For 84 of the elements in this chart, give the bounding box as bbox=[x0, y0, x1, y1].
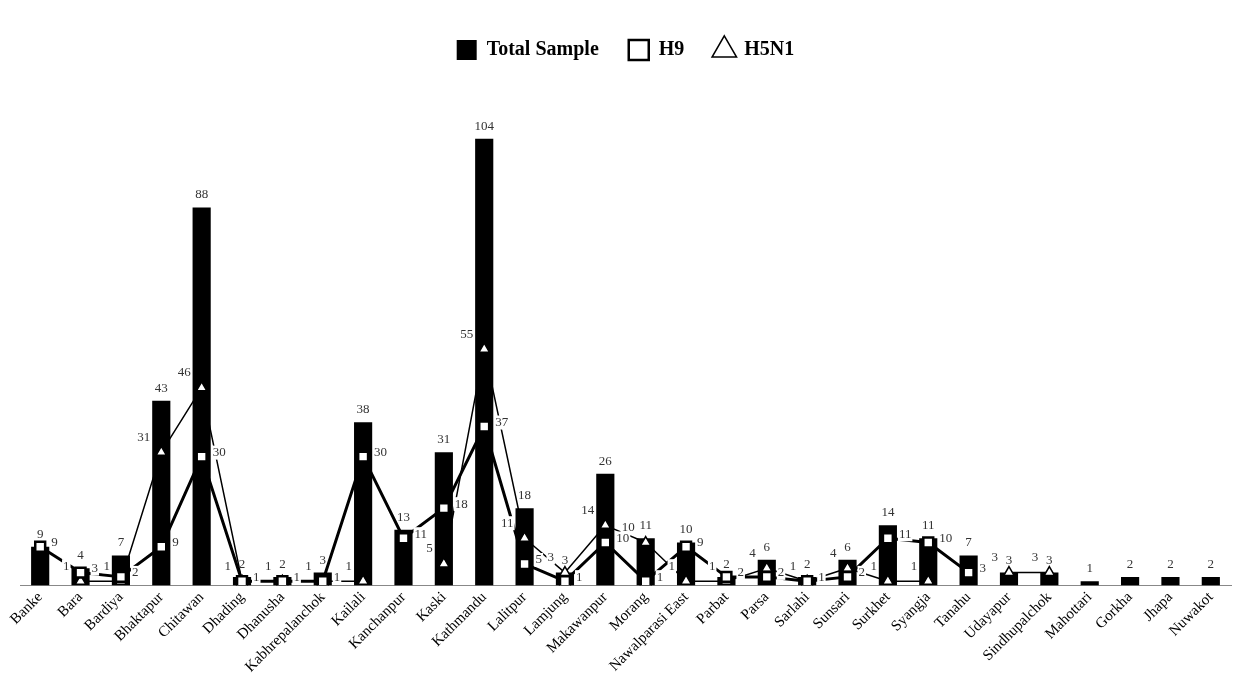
data-label: 1 bbox=[63, 557, 70, 573]
data-label: 1 bbox=[818, 568, 825, 584]
bar bbox=[1080, 581, 1099, 586]
data-label: 2 bbox=[777, 564, 785, 580]
data-label: 3 bbox=[991, 549, 998, 565]
data-label: 2 bbox=[1167, 555, 1174, 571]
data-label: 1 bbox=[789, 557, 797, 573]
data-label: 13 bbox=[396, 508, 410, 524]
data-label: 10 bbox=[621, 518, 635, 534]
data-label: 2 bbox=[737, 564, 744, 580]
data-label: 3 bbox=[547, 549, 554, 565]
data-label: 30 bbox=[212, 444, 226, 460]
data-label: 1 bbox=[870, 557, 877, 573]
data-label: 1 bbox=[253, 568, 260, 584]
bar bbox=[1161, 576, 1180, 586]
data-label: 9 bbox=[51, 534, 58, 550]
data-label: 18 bbox=[518, 487, 532, 503]
data-label: 104 bbox=[474, 117, 495, 133]
data-label: 1 bbox=[910, 557, 918, 573]
data-label: 14 bbox=[881, 504, 895, 520]
data-label: 4 bbox=[830, 544, 838, 560]
data-label: 3 bbox=[1005, 551, 1013, 567]
data-label: 1 bbox=[575, 568, 583, 584]
data-label: 11 bbox=[898, 525, 912, 541]
data-label: 5 bbox=[535, 551, 543, 567]
data-label: 2 bbox=[238, 555, 246, 571]
data-label: 7 bbox=[965, 534, 973, 550]
data-label: 1 bbox=[656, 568, 664, 584]
data-label: 1 bbox=[224, 557, 232, 573]
data-label: 10 bbox=[939, 529, 953, 545]
data-label: 3 bbox=[561, 551, 569, 567]
legend-label: Total Sample bbox=[486, 37, 599, 61]
data-label: 3 bbox=[319, 551, 326, 567]
data-label: 7 bbox=[117, 534, 125, 550]
data-label: 37 bbox=[495, 413, 509, 429]
data-label: 11 bbox=[501, 514, 514, 530]
data-label: 1 bbox=[668, 557, 676, 573]
data-label: 88 bbox=[195, 186, 209, 202]
data-label: 10 bbox=[679, 521, 693, 537]
legend-label: H9 bbox=[658, 37, 685, 60]
data-label: 3 bbox=[91, 560, 99, 576]
data-label: 2 bbox=[1207, 555, 1215, 571]
bar bbox=[1201, 576, 1220, 586]
data-label: 2 bbox=[723, 555, 730, 571]
data-label: 14 bbox=[581, 501, 595, 517]
data-label: 43 bbox=[154, 379, 168, 395]
data-label: 2 bbox=[803, 555, 811, 571]
data-label: 2 bbox=[1126, 555, 1134, 571]
data-label: 38 bbox=[356, 401, 370, 417]
data-label: 2 bbox=[131, 564, 139, 580]
data-label: 6 bbox=[763, 538, 771, 554]
data-label: 55 bbox=[460, 325, 474, 341]
data-label: 18 bbox=[454, 495, 468, 511]
data-label: 4 bbox=[749, 544, 757, 560]
data-label: 3 bbox=[979, 560, 987, 576]
data-label: 9 bbox=[697, 534, 704, 550]
bar bbox=[1121, 576, 1140, 586]
x-tick-label: Bara bbox=[54, 588, 86, 620]
data-label: 46 bbox=[177, 364, 192, 380]
data-label: 2 bbox=[858, 564, 866, 580]
data-label: 4 bbox=[77, 547, 85, 563]
data-label: 26 bbox=[598, 452, 613, 468]
data-label: 11 bbox=[414, 525, 428, 541]
data-label: 3 bbox=[1031, 549, 1039, 565]
data-label: 5 bbox=[426, 540, 433, 556]
data-label: 30 bbox=[374, 444, 388, 460]
data-label: 11 bbox=[921, 517, 935, 533]
data-label: 1 bbox=[103, 557, 110, 573]
data-label: 11 bbox=[639, 517, 652, 533]
legend-label: H5N1 bbox=[744, 37, 795, 60]
data-label: 1 bbox=[708, 557, 716, 573]
data-label: 1 bbox=[293, 568, 300, 584]
data-label: 31 bbox=[437, 431, 451, 447]
data-label: 9 bbox=[36, 525, 44, 541]
data-label: 1 bbox=[264, 557, 272, 573]
data-label: 9 bbox=[172, 534, 179, 550]
data-label: 1 bbox=[305, 557, 312, 573]
data-label: 31 bbox=[137, 428, 151, 444]
data-label: 1 bbox=[333, 568, 341, 584]
data-label: 6 bbox=[844, 538, 852, 554]
data-label: 1 bbox=[345, 557, 353, 573]
data-label: 1 bbox=[1086, 560, 1093, 576]
data-label: 3 bbox=[1046, 551, 1053, 567]
data-label: 2 bbox=[279, 555, 286, 571]
